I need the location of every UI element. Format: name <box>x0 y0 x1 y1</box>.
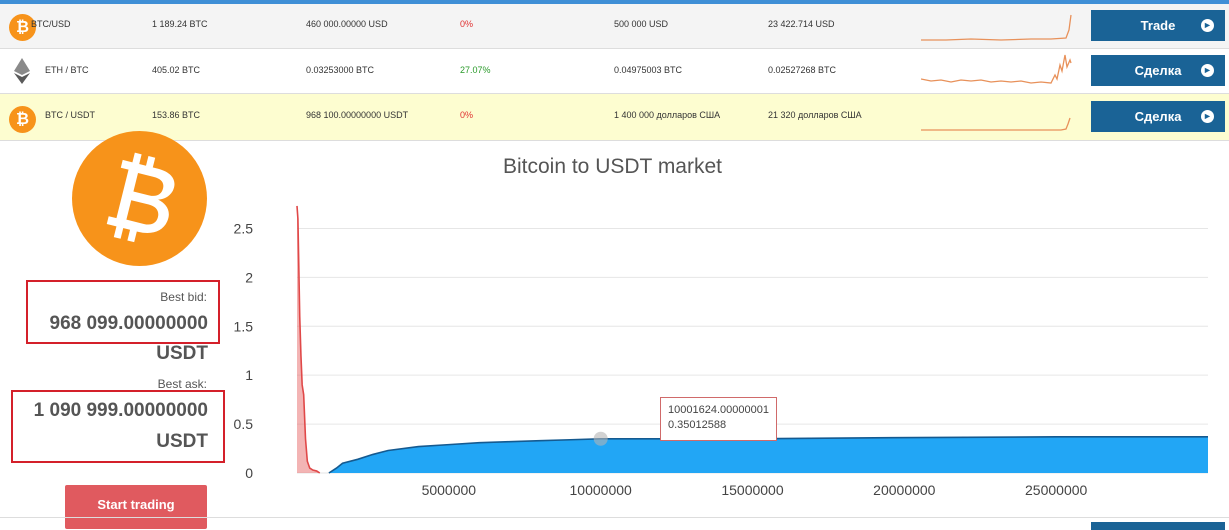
change: 0% <box>460 19 474 29</box>
top-accent-bar <box>0 0 1229 4</box>
ask-area <box>328 436 1208 473</box>
high: 1 400 000 долларов США <box>614 110 721 120</box>
change: 0% <box>460 110 474 120</box>
price: 968 100.00000000 USDT <box>306 110 409 120</box>
x-tick-label: 10000000 <box>570 482 633 498</box>
y-tick-label: 1.5 <box>234 318 254 334</box>
best-ask-box <box>11 390 225 463</box>
market-row-btc-usdt[interactable]: ₿ BTC / USDT 153.86 BTC 968 100.00000000… <box>0 94 1229 141</box>
high: 0.04975003 BTC <box>614 65 683 75</box>
bitcoin-icon: ₿ <box>9 106 36 133</box>
best-bid-value: 968 099.00000000 <box>49 313 209 334</box>
x-tick-label: 15000000 <box>721 482 784 498</box>
x-tick-label: 20000000 <box>873 482 936 498</box>
volume: 153.86 BTC <box>152 110 201 120</box>
depth-chart[interactable]: 0 0.5 1 1.5 2 2.5 5000000 10000000 15000000 20000… <box>225 190 1225 500</box>
pair-name: BTC / USDT <box>45 110 96 120</box>
price: 460 000.00000 USD <box>306 19 388 29</box>
best-ask-value: 1 090 999.00000000 <box>33 400 208 421</box>
bid-line <box>296 205 321 474</box>
sparkline <box>921 54 1072 84</box>
y-tick-label: 2 <box>245 269 253 285</box>
arrow-right-icon: ► <box>1201 64 1214 77</box>
bitcoin-logo-icon <box>72 131 207 266</box>
change: 27.07% <box>460 65 491 75</box>
best-ask-unit: USDT <box>156 431 208 452</box>
y-tick-label: 2.5 <box>234 220 254 236</box>
market-row-btc-usd[interactable]: ₿ BTC/USD 1 189.24 BTC 460 000.00000 USD… <box>0 4 1229 49</box>
low: 0.02527268 BTC <box>768 65 837 75</box>
y-tick-label: 1 <box>245 367 253 383</box>
tooltip-y: 0.35012588 <box>668 419 727 431</box>
trade-button[interactable]: Trade ► <box>1091 10 1225 41</box>
pair-name: BTC/USD <box>31 19 71 29</box>
y-tick-label: 0 <box>245 465 253 481</box>
best-bid-box <box>26 280 220 344</box>
tooltip-x: 10001624.00000001 <box>668 404 769 416</box>
pair-name: ETH / BTC <box>45 65 89 75</box>
bid-area <box>297 205 320 473</box>
trade-button[interactable]: Сделка ► <box>1091 55 1225 86</box>
best-bid-unit: USDT <box>156 343 208 364</box>
best-bid-label: Best bid: <box>160 290 207 304</box>
arrow-right-icon: ► <box>1201 19 1214 32</box>
y-tick-label: 0.5 <box>234 416 254 432</box>
market-row-eth-btc[interactable]: ETH / BTC 405.02 BTC 0.03253000 BTC 27.0… <box>0 49 1229 94</box>
volume: 1 189.24 BTC <box>152 19 208 29</box>
start-trading-button[interactable]: Start trading <box>65 485 207 529</box>
arrow-right-icon: ► <box>1201 110 1214 123</box>
ethereum-icon <box>14 58 30 84</box>
next-row-partial <box>0 517 1229 530</box>
price: 0.03253000 BTC <box>306 65 375 75</box>
sparkline <box>921 117 1071 131</box>
volume: 405.02 BTC <box>152 65 201 75</box>
hover-marker <box>593 431 608 446</box>
x-tick-label: 5000000 <box>422 482 477 498</box>
chart-tooltip: 10001624.00000001 0.35012588 <box>660 397 777 441</box>
low: 21 320 долларов США <box>768 110 862 120</box>
high: 500 000 USD <box>614 19 669 29</box>
ask-line <box>328 436 1208 474</box>
chart-title: Bitcoin to USDT market <box>502 155 722 178</box>
trade-button[interactable]: Сделка ► <box>1091 101 1225 132</box>
bitcoin-icon: ₿ <box>9 14 36 41</box>
sparkline <box>921 14 1072 41</box>
low: 23 422.714 USD <box>768 19 835 29</box>
best-ask-label: Best ask: <box>157 377 207 391</box>
x-tick-label: 25000000 <box>1025 482 1088 498</box>
